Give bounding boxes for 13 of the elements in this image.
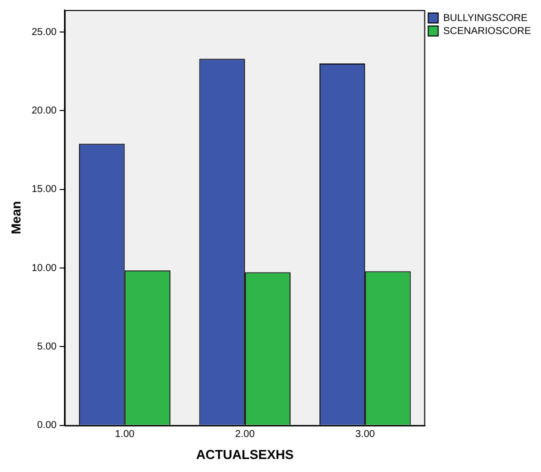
y-tick-label: 25.00 xyxy=(32,26,58,38)
x-tick-label: 2.00 xyxy=(235,429,256,440)
legend-label: BULLYINGSCORE xyxy=(443,12,528,24)
y-axis-title: Mean xyxy=(8,201,24,234)
y-tick-label: 0.00 xyxy=(37,420,58,432)
x-tick-label: 3.00 xyxy=(355,429,376,440)
x-tick-label: 1.00 xyxy=(114,429,135,440)
y-tick-label: 20.00 xyxy=(32,105,58,116)
legend-label: SCENARIOSCORE xyxy=(443,26,532,37)
y-tick-label: 5.00 xyxy=(37,341,58,352)
x-axis-title: ACTUALSEXHS xyxy=(196,446,294,462)
y-tick-label: 10.00 xyxy=(32,262,58,274)
y-tick-label: 15.00 xyxy=(32,184,58,196)
